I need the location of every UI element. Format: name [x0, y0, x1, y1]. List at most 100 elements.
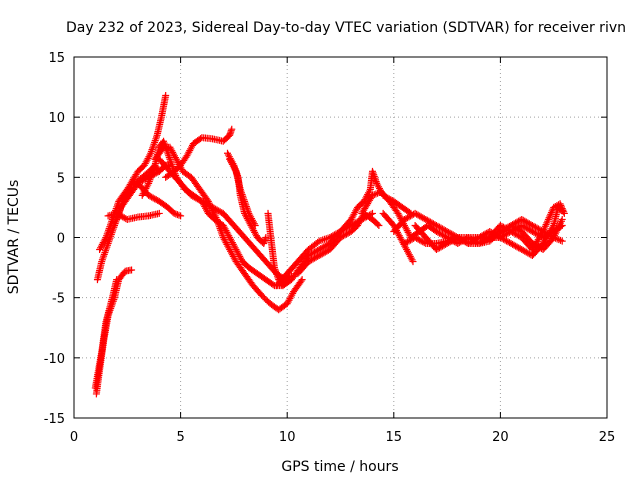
data-point: [341, 231, 349, 239]
data-point: [558, 237, 566, 245]
data-point: [528, 240, 536, 248]
data-point: [308, 256, 316, 264]
data-point: [560, 209, 568, 217]
data-point: [432, 221, 440, 229]
data-point: [477, 239, 485, 247]
data-point: [242, 201, 250, 209]
data-point: [155, 209, 163, 217]
data-point: [531, 229, 539, 237]
x-axis-label: GPS time / hours: [281, 459, 398, 475]
data-point: [519, 222, 527, 230]
data-point: [539, 227, 547, 235]
y-tick-label: 15: [48, 51, 65, 66]
data-point: [534, 243, 542, 251]
x-tick-label: 10: [279, 430, 296, 445]
data-point: [422, 215, 430, 223]
data-point: [273, 270, 281, 278]
data-point: [437, 243, 445, 251]
data-point: [471, 237, 479, 245]
data-point: [152, 196, 160, 204]
data-point: [330, 231, 338, 239]
data-point: [558, 203, 566, 211]
data-point: [434, 222, 442, 230]
data-point: [343, 230, 351, 238]
data-point: [531, 223, 539, 231]
data-point: [442, 227, 450, 235]
data-point: [501, 236, 509, 244]
data-point: [545, 214, 553, 222]
data-point: [513, 218, 521, 226]
data-point: [317, 251, 325, 259]
data-point: [209, 203, 217, 211]
data-point: [521, 217, 529, 225]
data-point: [404, 214, 412, 222]
data-point: [372, 176, 380, 184]
data-point: [119, 213, 127, 221]
data-point: [215, 207, 223, 215]
data-point: [170, 209, 178, 217]
x-tick-label: 15: [386, 430, 403, 445]
data-point: [480, 237, 488, 245]
data-point: [541, 224, 549, 232]
series-track-22: [496, 215, 566, 254]
data-point: [206, 202, 214, 210]
data-point: [408, 256, 416, 264]
data-point: [475, 240, 483, 248]
data-point: [187, 191, 195, 199]
data-point: [411, 209, 419, 217]
data-point: [404, 238, 412, 246]
data-point: [327, 233, 335, 241]
data-point: [148, 193, 156, 201]
data-point: [472, 238, 480, 246]
data-point: [434, 228, 442, 236]
data-point: [369, 169, 377, 177]
data-point: [244, 206, 252, 214]
data-point: [512, 230, 520, 238]
data-point: [368, 167, 376, 175]
data-point: [402, 215, 410, 223]
data-point: [527, 221, 535, 229]
data-point: [506, 239, 514, 247]
series-track-15: [273, 167, 415, 290]
data-point: [451, 235, 459, 243]
data-point: [446, 229, 454, 237]
data-point: [543, 219, 551, 227]
data-point: [518, 215, 526, 223]
data-point: [332, 230, 340, 238]
data-point: [519, 216, 527, 224]
data-point: [507, 227, 515, 235]
data-point: [435, 244, 443, 252]
data-point: [149, 194, 157, 202]
data-point: [443, 240, 451, 248]
data-point: [128, 266, 136, 274]
data-point: [329, 232, 337, 240]
data-point: [527, 227, 535, 235]
data-point: [439, 225, 447, 233]
data-point: [195, 196, 203, 204]
chart-title: Day 232 of 2023, Sidereal Day-to-day VTE…: [66, 20, 626, 36]
data-point: [414, 235, 422, 243]
data-point: [464, 240, 472, 248]
data-point: [311, 248, 319, 256]
data-point: [555, 236, 563, 244]
y-tick-label: -10: [44, 352, 65, 367]
data-point: [315, 252, 323, 260]
series-track-2: [91, 276, 121, 392]
data-point: [407, 236, 415, 244]
data-point: [198, 197, 206, 205]
data-point: [207, 203, 215, 211]
data-point: [405, 213, 413, 221]
data-point: [145, 191, 153, 199]
data-point: [320, 243, 328, 251]
data-point: [521, 223, 529, 231]
data-point: [241, 197, 249, 205]
data-point: [202, 200, 210, 208]
data-point: [533, 224, 541, 232]
data-point: [443, 227, 451, 235]
data-point: [510, 241, 518, 249]
data-point: [518, 221, 526, 229]
data-point: [375, 221, 383, 229]
data-point: [449, 236, 457, 244]
data-point: [509, 228, 517, 236]
